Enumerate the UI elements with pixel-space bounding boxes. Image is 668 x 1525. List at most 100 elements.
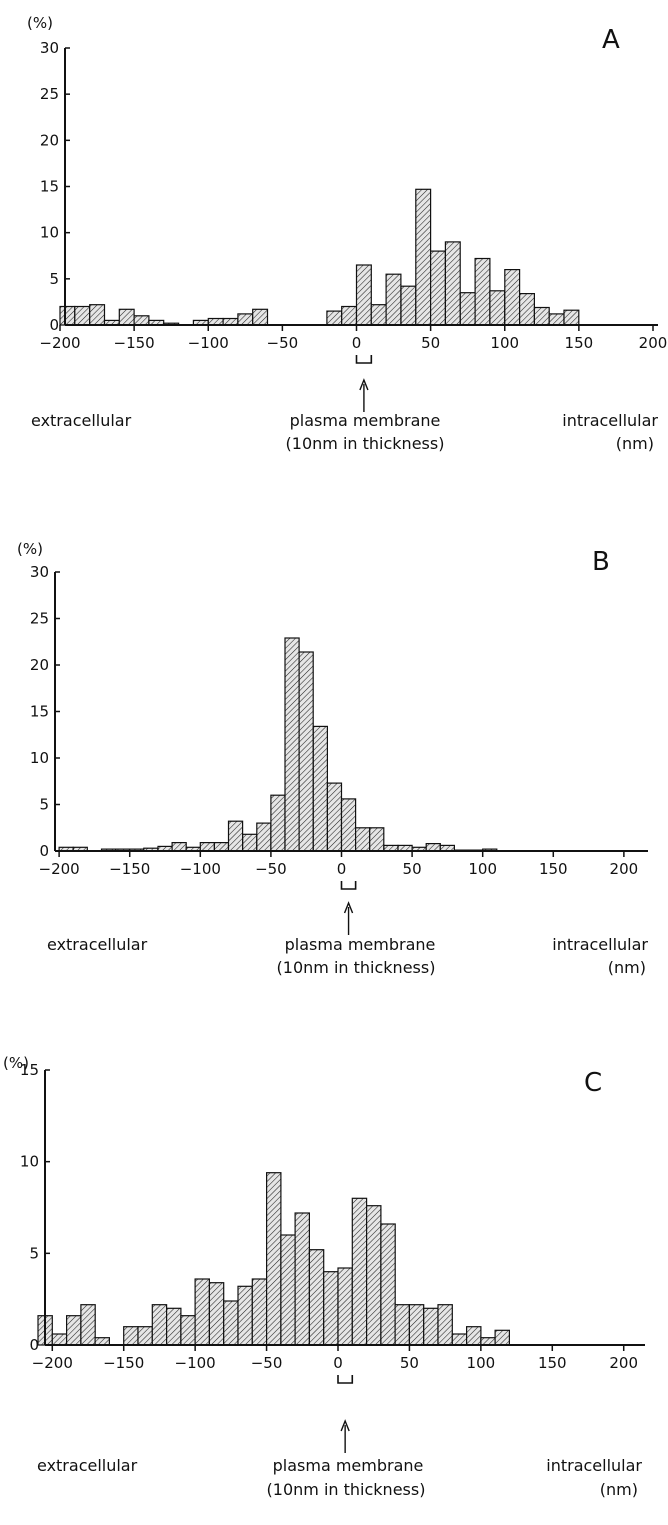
histogram-bar bbox=[65, 1315, 82, 1346]
membrane-bracket bbox=[340, 881, 357, 890]
histogram-bar bbox=[563, 309, 580, 326]
nm-unit-label: (nm) bbox=[616, 434, 654, 453]
panel-a: (%) A 0 5 10 15 20 25 30 −200 −150 −100 −50 0 50 100 1… bbox=[27, 14, 667, 453]
x-tick-label: −100 bbox=[175, 1354, 216, 1372]
panel-a-plot: 0 5 10 15 20 25 30 −200 −150 −100 −50 0 50 100 150 200 bbox=[39, 39, 667, 412]
histogram-bar bbox=[400, 285, 417, 326]
histogram-bar bbox=[280, 1234, 296, 1346]
nm-unit-label: (nm) bbox=[600, 1480, 638, 1499]
intracellular-label: intracellular bbox=[546, 1456, 642, 1475]
x-tick-label: 0 bbox=[352, 334, 362, 352]
x-tick-label: 50 bbox=[403, 860, 422, 878]
intracellular-label: intracellular bbox=[562, 411, 658, 430]
panel-letter: B bbox=[592, 547, 610, 577]
histogram-bar bbox=[312, 725, 328, 852]
x-tick-label: −50 bbox=[251, 1354, 283, 1372]
histogram-bar bbox=[451, 1333, 468, 1346]
x-tick-label: −50 bbox=[267, 334, 299, 352]
y-tick-label: 10 bbox=[40, 224, 59, 242]
histogram-bar bbox=[366, 1205, 382, 1346]
histogram-bar bbox=[423, 1307, 439, 1346]
histogram-bar bbox=[341, 305, 358, 326]
x-tick-label: −200 bbox=[39, 860, 80, 878]
histogram-bar bbox=[444, 241, 461, 326]
x-tick-label: 100 bbox=[490, 334, 519, 352]
histogram-bar bbox=[380, 1223, 396, 1346]
histogram-bar bbox=[59, 305, 76, 326]
membrane-arrow-head bbox=[359, 378, 369, 391]
y-tick-label: 0 bbox=[49, 316, 59, 334]
histogram-bar bbox=[351, 1197, 368, 1346]
histogram-bar bbox=[340, 798, 357, 852]
y-tick-label: 5 bbox=[39, 796, 49, 814]
y-tick-label: 15 bbox=[40, 178, 59, 196]
y-tick-label: 25 bbox=[30, 610, 49, 628]
histogram-bar bbox=[242, 833, 258, 852]
panel-b-plot: 0 5 10 15 20 25 30 −200 −150 −100 −50 0 50 100 150 200 bbox=[30, 563, 648, 935]
histogram-bar bbox=[227, 820, 244, 852]
histogram-bar bbox=[369, 827, 385, 852]
histogram-bar bbox=[294, 1212, 311, 1346]
histogram-bar bbox=[394, 1304, 411, 1346]
histogram-bar bbox=[133, 315, 150, 326]
histogram-bar bbox=[355, 264, 372, 326]
histogram-bar bbox=[252, 308, 269, 326]
histogram-bar bbox=[425, 842, 441, 852]
y-tick-label: 20 bbox=[40, 131, 59, 149]
y-unit-label: (%) bbox=[3, 1054, 29, 1072]
histogram-bar bbox=[123, 1326, 139, 1346]
y-tick-label: 5 bbox=[49, 270, 59, 288]
histogram-bar bbox=[223, 1300, 239, 1346]
y-tick-label: 15 bbox=[30, 703, 49, 721]
histogram-bar bbox=[548, 313, 565, 326]
histogram-bar bbox=[494, 1329, 511, 1346]
y-unit-label: (%) bbox=[17, 540, 43, 558]
membrane-arrow-head bbox=[343, 901, 354, 914]
x-tick-label: 100 bbox=[468, 860, 497, 878]
membrane-bracket bbox=[355, 355, 373, 364]
x-tick-label: 100 bbox=[467, 1354, 496, 1372]
histogram-bar bbox=[74, 305, 91, 326]
histogram-bar bbox=[323, 1271, 339, 1346]
x-tick-label: −150 bbox=[109, 860, 150, 878]
x-tick-label: −150 bbox=[103, 1354, 144, 1372]
extracellular-label: extracellular bbox=[37, 1456, 138, 1475]
panel-b: (%) B 0 5 10 15 20 25 30 −200 −150 −100 −50 0 50 100 1… bbox=[17, 540, 648, 977]
histogram-bar bbox=[237, 1285, 253, 1346]
y-tick-label: 25 bbox=[40, 85, 59, 103]
x-tick-label: 150 bbox=[539, 860, 568, 878]
histogram-bar bbox=[408, 1304, 425, 1346]
histogram-bar bbox=[266, 1172, 282, 1346]
x-tick-label: −50 bbox=[255, 860, 287, 878]
x-tick-label: −200 bbox=[39, 334, 80, 352]
x-tick-label: 150 bbox=[538, 1354, 567, 1372]
x-tick-label: 150 bbox=[565, 334, 594, 352]
histogram-bar bbox=[504, 269, 521, 326]
y-tick-label: 0 bbox=[29, 1336, 39, 1354]
membrane-label-line1: plasma membrane bbox=[273, 1456, 424, 1475]
y-tick-label: 15 bbox=[20, 1061, 39, 1079]
histogram-bar bbox=[337, 1267, 353, 1346]
histogram-bar bbox=[518, 293, 535, 326]
histogram-bar bbox=[51, 1333, 68, 1346]
histogram-bar bbox=[194, 1278, 211, 1346]
membrane-label-line1: plasma membrane bbox=[285, 935, 436, 954]
x-tick-label: 200 bbox=[609, 1354, 638, 1372]
y-tick-label: 30 bbox=[30, 563, 49, 581]
membrane-arrow-head bbox=[340, 1419, 350, 1432]
x-tick-label: 50 bbox=[400, 1354, 419, 1372]
histogram-bar bbox=[256, 822, 272, 852]
membrane-label-line2: (10nm in thickness) bbox=[277, 958, 436, 977]
histogram-bar bbox=[137, 1326, 153, 1346]
histogram-bar bbox=[199, 841, 216, 852]
histogram-bar bbox=[284, 637, 300, 852]
y-tick-label: 30 bbox=[40, 39, 59, 57]
histogram-bar bbox=[166, 1307, 182, 1346]
x-tick-label: 200 bbox=[639, 334, 668, 352]
histogram-bar bbox=[474, 257, 491, 326]
histogram-bar bbox=[437, 1304, 453, 1346]
histogram-bar bbox=[385, 273, 402, 326]
histogram-bar bbox=[415, 188, 432, 326]
